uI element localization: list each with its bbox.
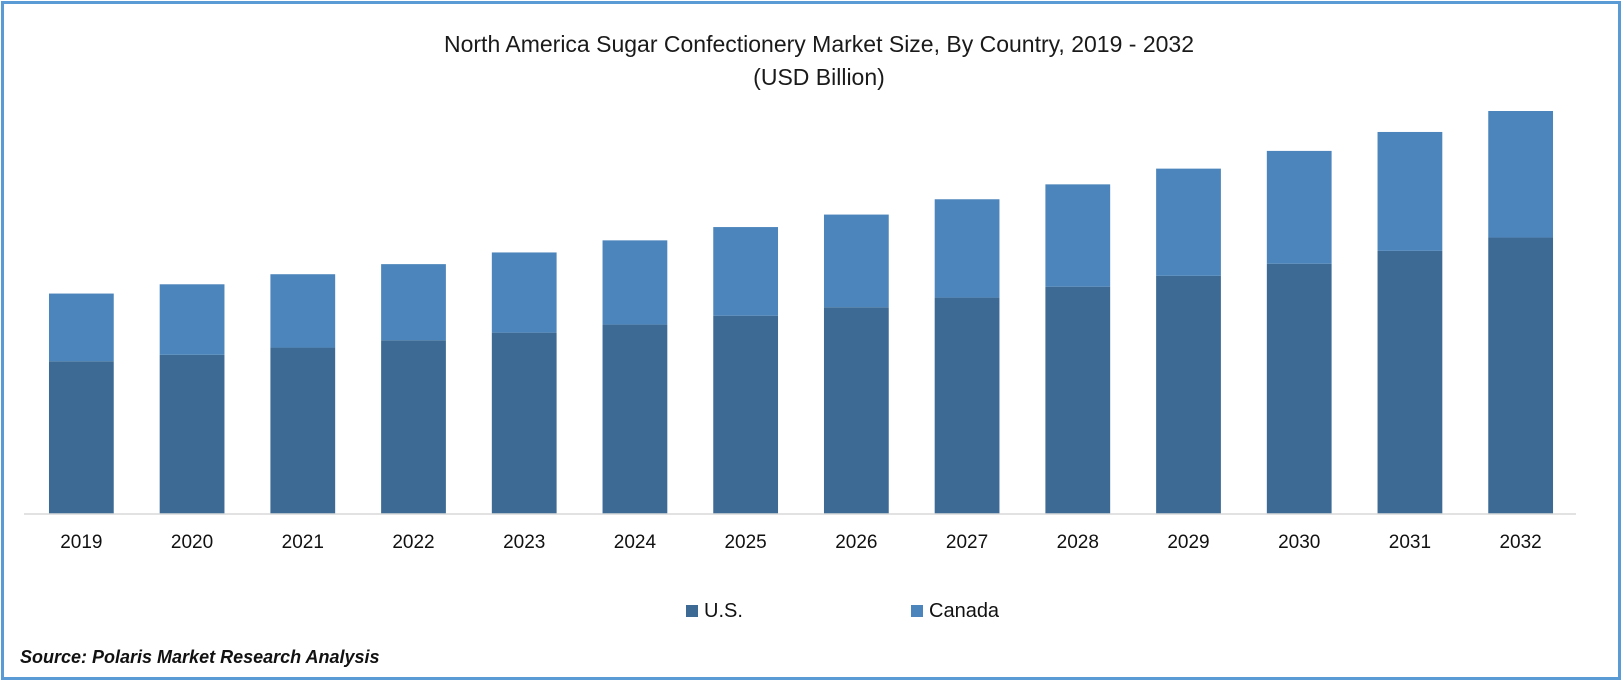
bar-canada-2019 bbox=[48, 293, 114, 362]
legend-label-canada: Canada bbox=[929, 600, 1000, 622]
x-tick-label: 2032 bbox=[1499, 532, 1541, 553]
bar-canada-2022 bbox=[381, 264, 446, 341]
legend-label-us: U.S. bbox=[704, 600, 743, 622]
bar-us-2029 bbox=[1156, 275, 1221, 514]
x-tick-label: 2020 bbox=[171, 532, 213, 553]
x-tick-label: 2031 bbox=[1389, 532, 1431, 553]
bar-canada-2031 bbox=[1377, 131, 1443, 251]
x-tick-label: 2022 bbox=[392, 532, 434, 553]
x-tick-label: 2019 bbox=[60, 532, 102, 553]
bar-us-2024 bbox=[602, 324, 668, 514]
bar-us-2025 bbox=[713, 315, 779, 514]
chart-title: North America Sugar Confectionery Market… bbox=[444, 31, 1194, 57]
bar-us-2028 bbox=[1045, 286, 1111, 514]
bar-us-2021 bbox=[270, 347, 336, 514]
x-tick-label: 2030 bbox=[1278, 532, 1320, 553]
bar-canada-2020 bbox=[159, 284, 225, 355]
bar-canada-2032 bbox=[1488, 111, 1554, 238]
bar-canada-2024 bbox=[602, 240, 668, 325]
x-tick-label: 2021 bbox=[282, 532, 324, 553]
bar-us-2023 bbox=[491, 332, 557, 514]
bar-canada-2030 bbox=[1266, 150, 1332, 264]
x-tick-label: 2023 bbox=[503, 532, 545, 553]
x-tick-labels: 2019 2020 2021 2022 2023 2024 2025 2026 2027 2028… bbox=[60, 532, 1542, 553]
bar-canada-2023 bbox=[491, 252, 557, 333]
legend-swatch-us bbox=[686, 605, 698, 617]
legend: U.S. Canada bbox=[686, 600, 1000, 622]
bar-us-2026 bbox=[823, 307, 889, 514]
bar-canada-2021 bbox=[270, 274, 336, 348]
bar-canada-2025 bbox=[713, 227, 779, 316]
x-tick-label: 2028 bbox=[1057, 532, 1099, 553]
bar-canada-2027 bbox=[934, 199, 1000, 298]
x-tick-label: 2027 bbox=[946, 532, 988, 553]
bars-group bbox=[48, 111, 1554, 515]
bar-us-2020 bbox=[159, 354, 225, 514]
bar-us-2027 bbox=[934, 297, 1000, 514]
bar-us-2031 bbox=[1377, 250, 1443, 514]
source-note: Source: Polaris Market Research Analysis bbox=[20, 647, 380, 667]
x-tick-label: 2026 bbox=[835, 532, 877, 553]
chart: North America Sugar Confectionery Market… bbox=[24, 31, 1576, 622]
bar-us-2022 bbox=[381, 340, 446, 514]
bar-us-2032 bbox=[1488, 237, 1554, 515]
chart-subtitle: (USD Billion) bbox=[753, 64, 885, 90]
bar-us-2030 bbox=[1266, 263, 1332, 514]
bar-us-2019 bbox=[48, 361, 114, 514]
legend-swatch-canada bbox=[911, 605, 923, 617]
bar-canada-2029 bbox=[1156, 168, 1221, 276]
bar-canada-2026 bbox=[823, 214, 889, 308]
bar-canada-2028 bbox=[1045, 184, 1111, 287]
x-tick-label: 2025 bbox=[724, 532, 766, 553]
x-tick-label: 2029 bbox=[1167, 532, 1209, 553]
x-tick-label: 2024 bbox=[614, 532, 657, 553]
